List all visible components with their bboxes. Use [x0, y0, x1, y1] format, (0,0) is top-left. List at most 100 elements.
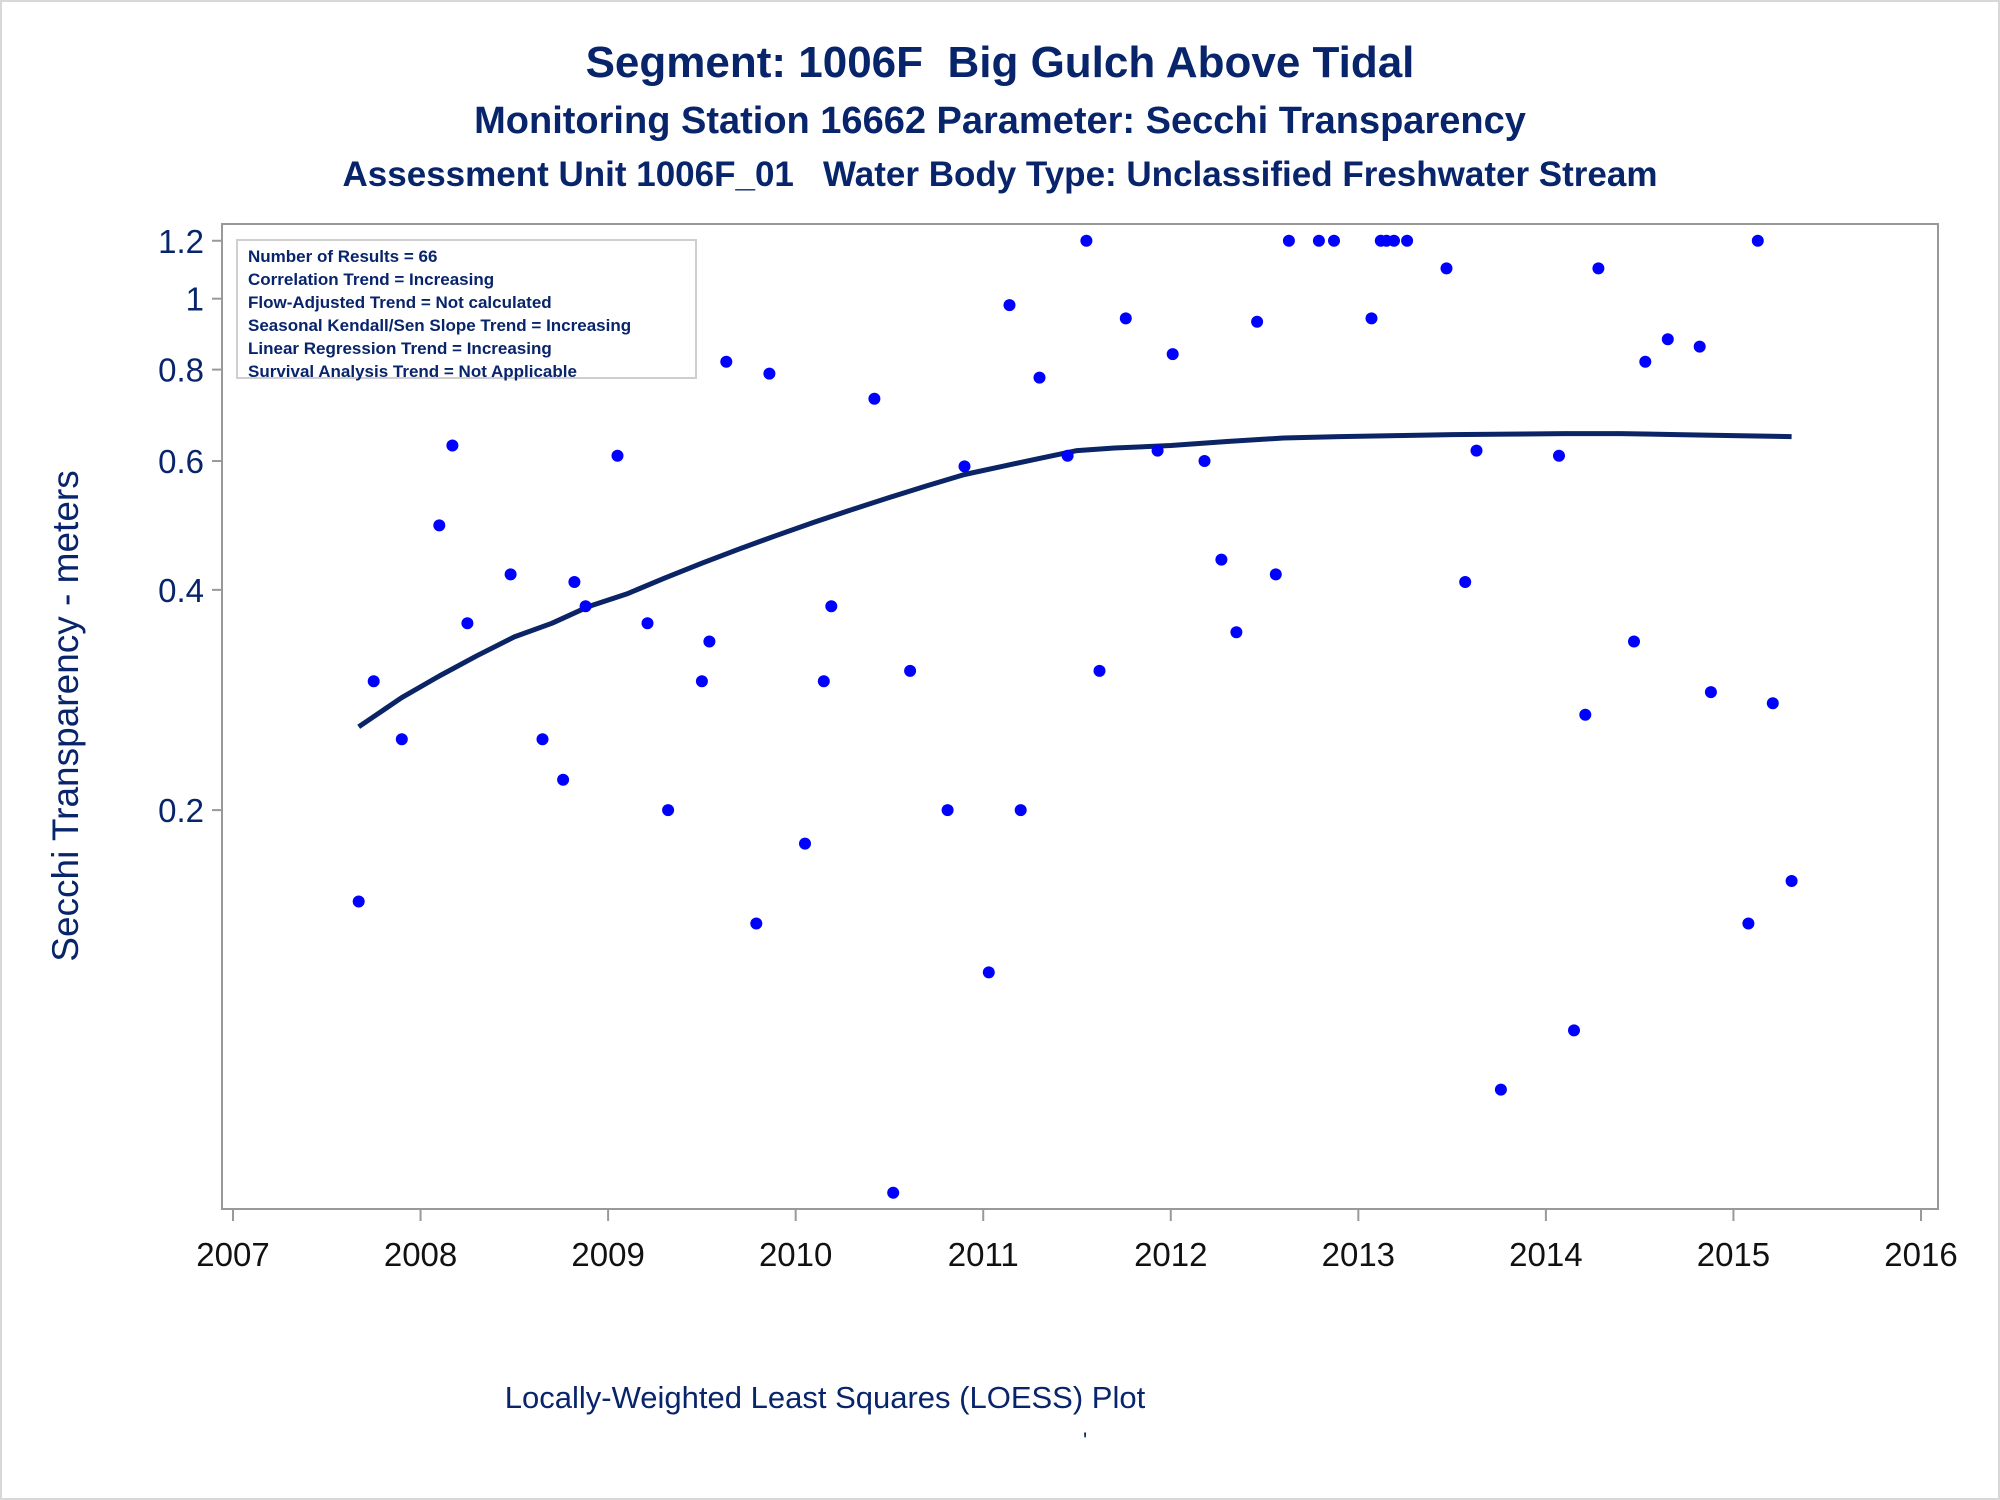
data-point [958, 460, 971, 473]
stat-survival-analysis-trend: Survival Analysis Trend = Not Applicable [248, 362, 577, 381]
data-point [799, 837, 811, 850]
data-point [579, 600, 592, 613]
x-tick-label: 2007 [196, 1236, 269, 1273]
x-tick-label: 2012 [1134, 1236, 1207, 1273]
data-point [1328, 234, 1340, 247]
data-point [1061, 449, 1074, 462]
data-point [1033, 371, 1046, 384]
data-point [1003, 299, 1016, 312]
data-point [1704, 686, 1717, 699]
data-point [982, 966, 995, 979]
x-tick-label: 2010 [759, 1236, 832, 1273]
data-point [1230, 626, 1243, 639]
data-point [461, 617, 474, 630]
data-point [367, 675, 380, 688]
data-point [641, 617, 654, 630]
data-point [1080, 234, 1093, 247]
data-point [1215, 553, 1228, 566]
plot-footnote: Locally-Weighted Least Squares (LOESS) P… [504, 1380, 1146, 1415]
data-point [662, 804, 675, 817]
data-point [557, 773, 570, 786]
data-point [868, 392, 881, 405]
data-point [352, 895, 365, 908]
x-tick-label: 2015 [1697, 1236, 1770, 1273]
chart-subtitle-2: Assessment Unit 1006F_01 Water Body Type… [342, 155, 1658, 194]
data-point [1785, 875, 1798, 887]
data-point [703, 635, 716, 648]
stat-number-of-results: Number of Results = 66 [248, 247, 438, 266]
x-tick-label: 2008 [384, 1236, 457, 1273]
data-point [504, 568, 517, 581]
data-point [1401, 234, 1414, 247]
data-point [446, 439, 459, 452]
data-point [1440, 262, 1453, 275]
data-point [1459, 576, 1472, 588]
data-point [1579, 708, 1592, 721]
data-point [1166, 348, 1179, 361]
data-point [1388, 234, 1400, 247]
plot-area [221, 223, 1939, 1210]
data-point [1014, 804, 1027, 817]
data-point [1312, 234, 1325, 247]
data-point [1568, 1024, 1580, 1037]
data-point [1693, 340, 1706, 353]
footnote-mark: ' [1083, 1428, 1088, 1453]
data-point [1628, 635, 1640, 648]
data-point [1269, 568, 1282, 581]
stat-flow-adjusted-trend: Flow-Adjusted Trend = Not calculated [248, 293, 552, 312]
data-point [1282, 234, 1295, 247]
data-point [568, 576, 581, 588]
y-tick-label: 1 [186, 281, 204, 318]
y-axis: 0.2 0.4 0.6 0.8 1 1.2 [158, 223, 222, 829]
data-point [611, 449, 624, 462]
data-points [352, 234, 1798, 1199]
y-tick-label: 0.4 [158, 572, 204, 609]
y-tick-label: 0.2 [158, 792, 204, 829]
y-axis-label: Secchi Transparency - meters [45, 470, 86, 961]
stat-seasonal-kendall-trend: Seasonal Kendall/Sen Slope Trend = Incre… [248, 316, 632, 335]
data-point [817, 675, 830, 688]
data-point [1365, 312, 1378, 325]
data-point [941, 804, 954, 817]
data-point [1198, 455, 1211, 467]
loess-line [357, 431, 1792, 729]
data-point [904, 664, 917, 677]
data-point [1592, 262, 1605, 275]
y-tick-label: 0.6 [158, 443, 204, 480]
data-point [887, 1186, 900, 1199]
data-point [1470, 444, 1483, 457]
data-point [763, 367, 776, 380]
data-point [1766, 697, 1779, 710]
x-tick-label: 2009 [571, 1236, 644, 1273]
data-point [1251, 315, 1264, 328]
data-point [1661, 333, 1674, 346]
x-tick-label: 2016 [1884, 1236, 1957, 1273]
data-point [695, 675, 708, 688]
data-point [825, 600, 838, 613]
x-axis: 2007 2008 2009 2010 2011 2012 2013 2014 2015 2016 [196, 1209, 1958, 1273]
data-point [720, 355, 733, 368]
stat-linear-regression-trend: Linear Regression Trend = Increasing [248, 339, 552, 358]
chart-title: Segment: 1006F Big Gulch Above Tidal [585, 38, 1415, 87]
y-tick-label: 0.8 [158, 352, 204, 389]
data-point [1553, 449, 1565, 462]
stat-correlation-trend: Correlation Trend = Increasing [248, 270, 495, 289]
x-tick-label: 2013 [1322, 1236, 1395, 1273]
data-point [1639, 355, 1652, 368]
trend-statistics-box: Number of Results = 66 Correlation Trend… [236, 239, 697, 381]
x-tick-label: 2014 [1509, 1236, 1582, 1273]
data-point [536, 733, 549, 746]
data-point [1151, 444, 1164, 457]
data-point [1093, 664, 1106, 677]
data-point [1751, 234, 1764, 247]
data-point [433, 519, 446, 532]
data-point [1494, 1083, 1507, 1096]
data-point [750, 917, 763, 930]
x-tick-label: 2011 [948, 1236, 1019, 1273]
data-point [1119, 312, 1132, 325]
data-point [395, 733, 408, 746]
chart-subtitle: Monitoring Station 16662 Parameter: Secc… [474, 100, 1526, 142]
data-point [1742, 917, 1755, 930]
y-tick-label: 1.2 [158, 223, 204, 260]
